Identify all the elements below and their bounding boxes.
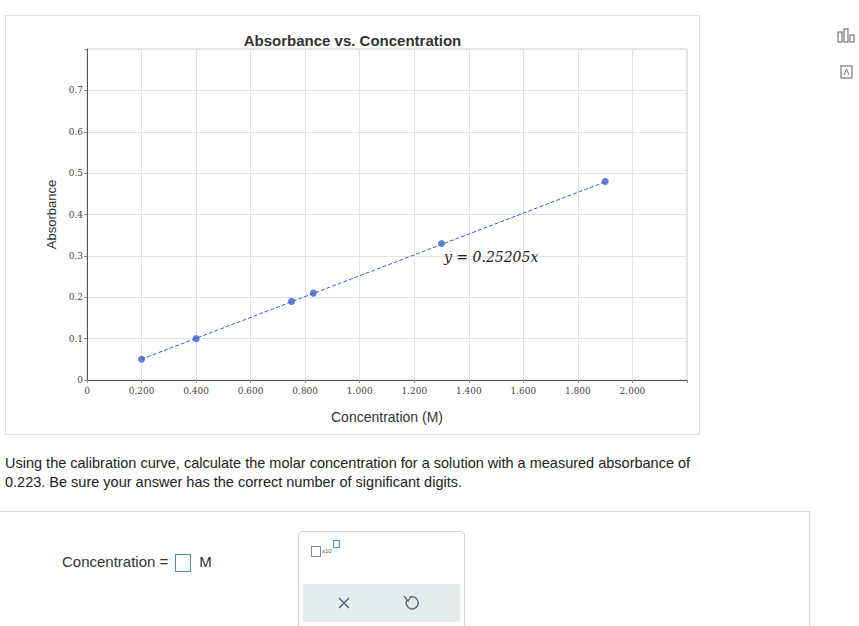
svg-text:0.1: 0.1 bbox=[69, 334, 83, 344]
svg-text:0.5: 0.5 bbox=[69, 168, 84, 178]
svg-text:1.000: 1.000 bbox=[347, 386, 373, 396]
svg-text:0: 0 bbox=[77, 375, 83, 385]
svg-text:1.200: 1.200 bbox=[401, 386, 427, 396]
html-text:x10: x10 bbox=[322, 548, 332, 555]
svg-text:0.6: 0.6 bbox=[69, 127, 84, 137]
svg-text:1.600: 1.600 bbox=[510, 386, 536, 396]
svg-text:0.200: 0.200 bbox=[129, 386, 155, 396]
svg-text:0.2: 0.2 bbox=[69, 292, 83, 302]
svg-text:Absorbance vs. Concentration: Absorbance vs. Concentration bbox=[244, 32, 462, 49]
svg-text:1.800: 1.800 bbox=[565, 386, 591, 396]
svg-text:0.3: 0.3 bbox=[69, 251, 84, 261]
html-text:Using the calibration curve, c: Using the calibration curve, calculate t… bbox=[5, 455, 691, 471]
svg-text:Absorbance: Absorbance bbox=[44, 180, 59, 249]
svg-text:1.400: 1.400 bbox=[456, 386, 482, 396]
svg-text:0.600: 0.600 bbox=[238, 386, 264, 396]
svg-text:Concentration (M): Concentration (M) bbox=[331, 409, 443, 425]
html-text:Concentration =: Concentration = bbox=[62, 553, 169, 570]
svg-text:0.4: 0.4 bbox=[69, 210, 84, 220]
html-text:0.223. Be sure your answer has: 0.223. Be sure your answer has the corre… bbox=[5, 474, 462, 490]
svg-text:0.400: 0.400 bbox=[183, 386, 209, 396]
svg-text:0: 0 bbox=[84, 386, 90, 396]
svg-text:0.7: 0.7 bbox=[69, 85, 84, 95]
svg-text:y = 0.25205x: y = 0.25205x bbox=[443, 249, 538, 265]
svg-text:0.800: 0.800 bbox=[292, 386, 318, 396]
html-text:M: M bbox=[199, 553, 212, 570]
svg-text:2.000: 2.000 bbox=[620, 386, 646, 396]
